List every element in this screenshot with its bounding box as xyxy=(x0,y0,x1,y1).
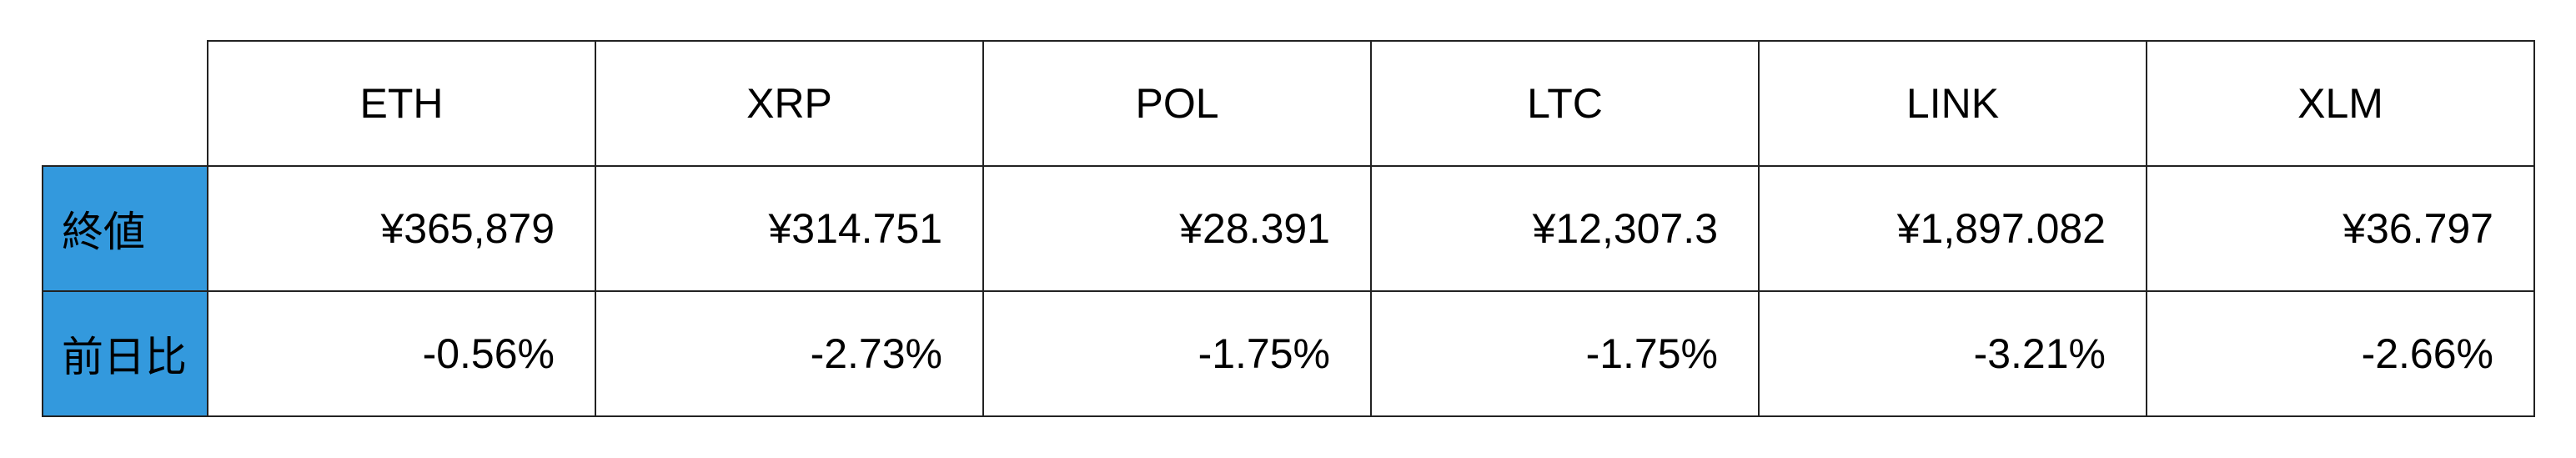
change-xrp: -2.73% xyxy=(595,290,984,417)
table-row-close: 終値 ¥365,879 ¥314.751 ¥28.391 ¥12,307.3 ¥… xyxy=(42,165,2535,292)
change-link: -3.21% xyxy=(1758,290,2147,417)
header-xlm: XLM xyxy=(2146,40,2535,167)
close-link: ¥1,897.082 xyxy=(1758,165,2147,292)
header-ltc: LTC xyxy=(1370,40,1760,167)
change-eth: -0.56% xyxy=(207,290,596,417)
header-row: ETH XRP POL LTC LINK XLM xyxy=(43,40,2535,167)
corner-cell xyxy=(43,41,208,167)
table-row-change: 前日比 -0.56% -2.73% -1.75% -1.75% -3.21% -… xyxy=(42,290,2535,417)
header-link: LINK xyxy=(1758,40,2147,167)
close-pol: ¥28.391 xyxy=(982,165,1372,292)
header-pol: POL xyxy=(982,40,1372,167)
row-label-change: 前日比 xyxy=(42,290,208,417)
change-xlm: -2.66% xyxy=(2146,290,2535,417)
change-ltc: -1.75% xyxy=(1370,290,1760,417)
close-eth: ¥365,879 xyxy=(207,165,596,292)
close-ltc: ¥12,307.3 xyxy=(1370,165,1760,292)
change-pol: -1.75% xyxy=(982,290,1372,417)
close-xlm: ¥36.797 xyxy=(2146,165,2535,292)
header-xrp: XRP xyxy=(595,40,984,167)
row-label-close: 終値 xyxy=(42,165,208,292)
close-xrp: ¥314.751 xyxy=(595,165,984,292)
crypto-price-table: ETH XRP POL LTC LINK XLM 終値 ¥365,879 ¥31… xyxy=(42,40,2535,417)
header-eth: ETH xyxy=(207,40,596,167)
